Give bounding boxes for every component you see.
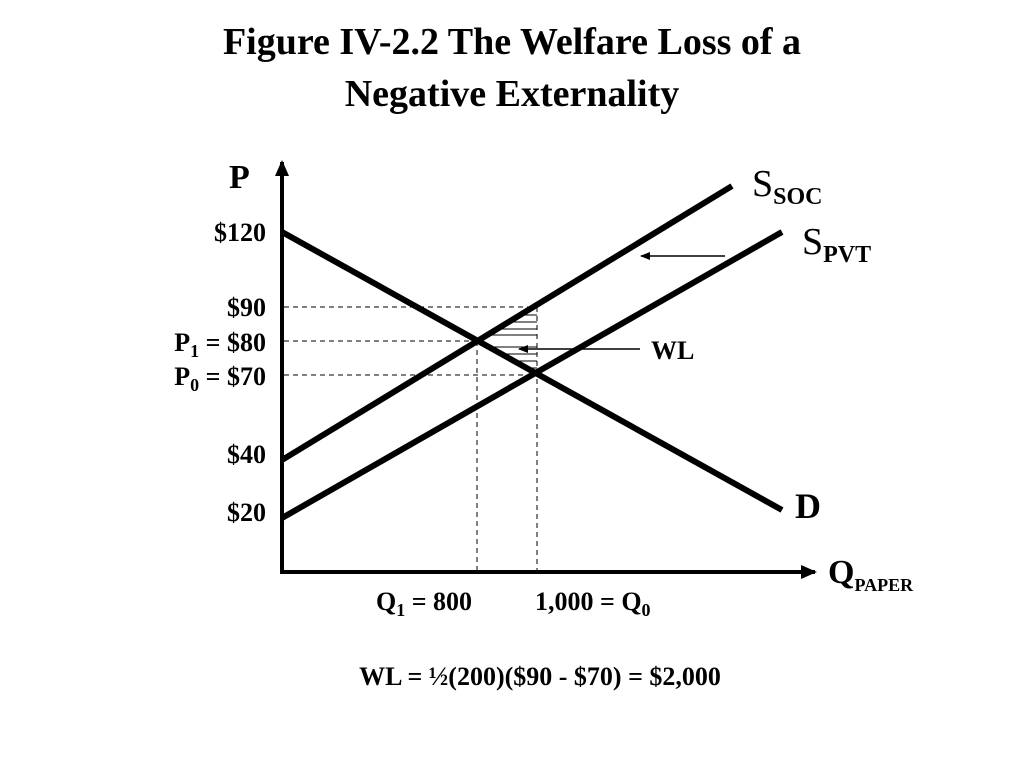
quantity-label: 1,000 = Q0	[535, 587, 651, 620]
price-label: P1 = $80	[174, 328, 266, 361]
label-sub: SOC	[773, 184, 822, 210]
label-sub: 0	[642, 600, 651, 620]
private-supply-curve	[280, 229, 784, 521]
label-rest: = 800	[405, 587, 472, 616]
demand-curve	[280, 229, 784, 513]
social-supply-curve	[280, 183, 734, 463]
label-main: Q	[828, 554, 854, 591]
guide-lines	[284, 306, 538, 570]
curve-label: SPVT	[802, 221, 871, 268]
label-main: S	[802, 221, 823, 263]
title-line: Figure IV-2.2 The Welfare Loss of a	[223, 21, 801, 63]
label-sub: PVT	[823, 242, 871, 268]
label-sub: PAPER	[854, 575, 914, 595]
label-main: S	[752, 163, 773, 205]
price-label: $40	[227, 440, 266, 469]
title-line: Negative Externality	[345, 73, 680, 115]
price-label: $120	[214, 218, 266, 247]
label-main: P	[174, 328, 190, 357]
price-label: $90	[227, 293, 266, 322]
label-rest: = $80	[199, 328, 266, 357]
wl-label: WL	[651, 336, 694, 365]
label-sub: 1	[396, 600, 405, 620]
label-sub: 0	[190, 375, 199, 395]
price-label: P0 = $70	[174, 362, 266, 395]
quantity-label: Q1 = 800	[376, 587, 472, 620]
curve-label: D	[795, 486, 821, 526]
formula: WL = ½(200)($90 - $70) = $2,000	[359, 662, 721, 691]
y-axis-label: P	[229, 159, 250, 196]
label-main: P	[174, 362, 190, 391]
price-label: $20	[227, 498, 266, 527]
x-axis-label: QPAPER	[828, 554, 914, 595]
label-sub: 1	[190, 341, 199, 361]
label-rest: = $70	[199, 362, 266, 391]
label-main: 1,000 = Q	[535, 587, 642, 616]
curve-label: SSOC	[752, 163, 823, 210]
label-main: Q	[376, 587, 396, 616]
